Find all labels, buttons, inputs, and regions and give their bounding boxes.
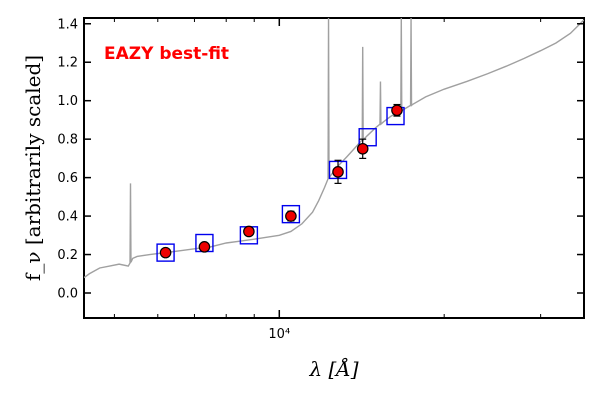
observed-flux-point xyxy=(285,210,297,222)
axes-frame xyxy=(83,17,585,319)
y-axis-label: f_ν [arbitrarily scaled] xyxy=(21,55,45,281)
observed-flux-point xyxy=(391,104,403,117)
y-tick-label: 1.2 xyxy=(57,56,78,71)
model-flux-box xyxy=(358,128,377,147)
observed-flux-point xyxy=(356,142,369,155)
y-tick-label: 0.4 xyxy=(57,210,78,225)
y-tick-label: 0.0 xyxy=(57,287,78,302)
y-tick-label: 0.2 xyxy=(57,248,78,263)
observed-flux-point xyxy=(159,246,172,259)
plot-area: 0.0 0.2 0.4 0.6 0.8 1.0 1.2 1.4 10⁴ xyxy=(57,17,585,342)
observed-flux-point xyxy=(332,166,344,178)
data-layer xyxy=(84,18,584,279)
y-tick-label: 0.8 xyxy=(57,133,78,148)
observed-flux-point xyxy=(198,241,211,253)
y-tick-label: 1.0 xyxy=(57,94,78,109)
x-axis-label: λ [Å] xyxy=(308,356,358,381)
y-tick-label: 1.4 xyxy=(57,17,78,32)
model-flux-box xyxy=(281,204,301,224)
model-flux-box xyxy=(156,243,175,262)
ticks-layer: 0.0 0.2 0.4 0.6 0.8 1.0 1.2 1.4 10⁴ xyxy=(57,17,584,342)
x-tick-label: 10⁴ xyxy=(268,327,290,342)
observed-flux-point xyxy=(243,225,255,238)
y-tick-label: 0.6 xyxy=(57,171,78,186)
annotation-label: EAZY best-fit xyxy=(104,44,229,64)
